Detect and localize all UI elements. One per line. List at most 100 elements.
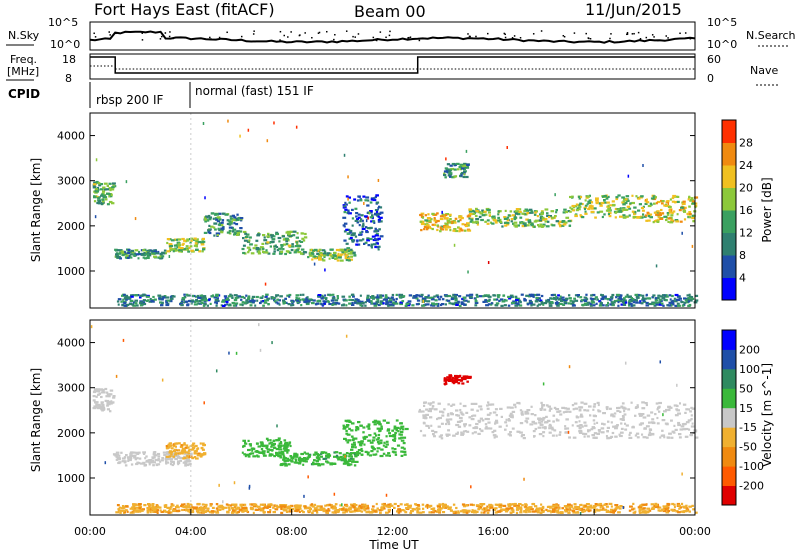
echo-cell (462, 302, 465, 305)
echo-cell (517, 213, 521, 216)
echo-cell (466, 163, 470, 166)
freq-left-bottom-tick: 8 (65, 72, 72, 85)
echo-cell (92, 399, 96, 402)
echo-cell (357, 449, 362, 452)
echo-cell (233, 504, 238, 507)
echo-cell (227, 295, 232, 298)
echo-cell (389, 300, 393, 304)
echo-cell (120, 250, 125, 253)
echo-cell (436, 304, 440, 307)
echo-cell (352, 452, 357, 455)
echo-cell (341, 304, 345, 307)
echo-cell (678, 433, 682, 436)
echo-cell (629, 202, 632, 205)
echo-cell (536, 304, 539, 307)
echo-cell (379, 216, 383, 219)
echo-cell (634, 414, 637, 417)
echo-cell (443, 172, 446, 175)
echo-cell (591, 301, 595, 304)
echo-cell (668, 432, 672, 435)
echo-cell (590, 294, 594, 297)
echo-cell (342, 427, 347, 430)
echo-cell (339, 504, 343, 507)
echo-cell (457, 226, 460, 229)
echo-cell (498, 299, 501, 302)
echo-cell (344, 248, 347, 251)
echo-cell (514, 225, 518, 228)
echo-cell (495, 302, 500, 305)
echo-cell (279, 448, 283, 451)
echo-cell (539, 217, 543, 220)
echo-cell (470, 418, 475, 421)
echo-cell (381, 302, 385, 305)
echo-cell (472, 221, 476, 224)
echo-cell (568, 509, 571, 512)
echo-cell (203, 507, 207, 510)
echo-cell (98, 406, 102, 409)
echo-cell (274, 508, 279, 511)
echo-cell (479, 503, 484, 506)
echo-cell (425, 228, 429, 231)
echo-cell (157, 463, 161, 466)
echo-cell (382, 502, 386, 506)
echo-cell (370, 246, 373, 249)
echo-cell (445, 299, 448, 302)
echo-cell (243, 239, 248, 242)
echo-cell (230, 511, 235, 514)
echo-cell (555, 295, 558, 298)
echo-cell (129, 296, 132, 299)
echo-cell (184, 452, 187, 455)
echo-cell (262, 452, 266, 455)
echo-cell (263, 506, 268, 509)
echo-cell (129, 299, 134, 302)
echo-cell (358, 504, 362, 507)
echo-cell (590, 299, 594, 302)
noise-search-dot (226, 31, 228, 34)
echo-cell (138, 457, 142, 460)
echo-cell (189, 506, 192, 509)
echo-cell (664, 203, 668, 206)
echo-cell (166, 238, 171, 241)
echo-cell (248, 452, 252, 456)
echo-cell (606, 430, 609, 433)
echo-cell (366, 298, 371, 301)
echo-cell (511, 416, 514, 419)
echo-cell (151, 461, 154, 464)
echo-cell (347, 252, 351, 255)
scatter-echo (94, 215, 97, 219)
echo-cell (182, 505, 186, 508)
echo-cell (277, 454, 280, 458)
echo-cell (654, 299, 659, 302)
scatter-echo (313, 262, 316, 266)
echo-cell (443, 382, 448, 385)
echo-cell (488, 211, 491, 214)
echo-cell (348, 507, 352, 510)
echo-cell (142, 451, 146, 454)
echo-cell (444, 381, 448, 384)
echo-cell (318, 258, 322, 261)
echo-cell (568, 436, 571, 439)
echo-cell (324, 294, 327, 297)
echo-cell (486, 407, 490, 410)
echo-cell (208, 216, 212, 219)
echo-cell (378, 423, 382, 426)
echo-cell (538, 421, 541, 424)
echo-cell (514, 295, 518, 298)
echo-cell (673, 300, 678, 303)
echo-cell (128, 256, 133, 259)
echo-cell (632, 511, 635, 514)
echo-cell (457, 300, 460, 303)
echo-cell (346, 441, 350, 444)
echo-cell (600, 427, 605, 430)
echo-cell (666, 503, 671, 506)
echo-cell (561, 406, 565, 409)
echo-cell (572, 507, 575, 510)
echo-cell (268, 442, 271, 445)
echo-cell (431, 227, 434, 231)
echo-cell (412, 508, 417, 511)
echo-cell (157, 457, 160, 460)
colorbar-segment (722, 466, 736, 486)
echo-cell (110, 402, 113, 405)
echo-cell (262, 234, 266, 237)
echo-cell (373, 221, 376, 224)
